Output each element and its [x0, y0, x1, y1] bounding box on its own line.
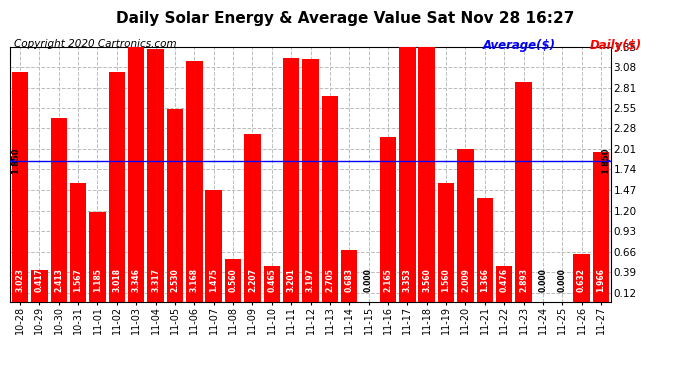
Text: 1.366: 1.366 [480, 268, 489, 292]
Bar [108, 72, 125, 302]
Text: 2.893: 2.893 [519, 268, 528, 292]
Text: 2.009: 2.009 [461, 268, 470, 292]
Text: 1.850: 1.850 [601, 148, 610, 174]
Bar [31, 270, 48, 302]
Text: 3.317: 3.317 [151, 268, 160, 292]
Bar [167, 109, 183, 302]
Bar [418, 31, 435, 302]
Text: 0.000: 0.000 [558, 268, 566, 292]
Text: 0.465: 0.465 [267, 268, 276, 292]
Text: 0.560: 0.560 [228, 268, 237, 292]
Bar [244, 134, 261, 302]
Bar [322, 96, 338, 302]
Text: 3.560: 3.560 [422, 268, 431, 292]
Text: 3.353: 3.353 [403, 268, 412, 292]
Text: 3.201: 3.201 [286, 268, 295, 292]
Bar [477, 198, 493, 302]
Text: 3.197: 3.197 [306, 268, 315, 292]
Text: 1.850: 1.850 [11, 148, 20, 174]
Bar [50, 118, 67, 302]
Bar [341, 250, 357, 302]
Text: 1.560: 1.560 [442, 268, 451, 292]
Text: 0.000: 0.000 [364, 268, 373, 292]
Text: 3.168: 3.168 [190, 268, 199, 292]
Bar [380, 137, 396, 302]
Bar [457, 149, 473, 302]
Text: 2.207: 2.207 [248, 268, 257, 292]
Bar [283, 58, 299, 302]
Bar [70, 183, 86, 302]
Text: 2.705: 2.705 [326, 268, 335, 292]
Text: 1.185: 1.185 [93, 268, 102, 292]
Bar [12, 72, 28, 302]
Text: 1.567: 1.567 [74, 268, 83, 292]
Bar [128, 47, 144, 302]
Bar [438, 183, 454, 302]
Bar [264, 267, 280, 302]
Text: 2.530: 2.530 [170, 268, 179, 292]
Text: 0.476: 0.476 [500, 268, 509, 292]
Text: 2.413: 2.413 [55, 268, 63, 292]
Bar [206, 190, 222, 302]
Text: Average($): Average($) [483, 39, 556, 53]
Text: Copyright 2020 Cartronics.com: Copyright 2020 Cartronics.com [14, 39, 177, 50]
Text: 2.165: 2.165 [384, 268, 393, 292]
Bar [515, 82, 532, 302]
Text: 3.346: 3.346 [132, 268, 141, 292]
Bar [302, 58, 319, 302]
Text: 0.683: 0.683 [345, 268, 354, 292]
Text: 3.018: 3.018 [112, 268, 121, 292]
Bar [496, 266, 513, 302]
Text: Daily($): Daily($) [590, 39, 642, 53]
Text: Daily Solar Energy & Average Value Sat Nov 28 16:27: Daily Solar Energy & Average Value Sat N… [116, 11, 574, 26]
Text: 0.417: 0.417 [35, 268, 44, 292]
Bar [89, 211, 106, 302]
Text: 0.632: 0.632 [577, 268, 586, 292]
Text: 1.475: 1.475 [209, 268, 218, 292]
Bar [186, 61, 203, 302]
Bar [573, 254, 590, 302]
Bar [225, 259, 241, 302]
Bar [399, 46, 415, 302]
Text: 1.966: 1.966 [596, 268, 605, 292]
Text: 3.023: 3.023 [16, 268, 25, 292]
Bar [593, 152, 609, 302]
Text: 0.000: 0.000 [538, 268, 547, 292]
Bar [148, 50, 164, 302]
